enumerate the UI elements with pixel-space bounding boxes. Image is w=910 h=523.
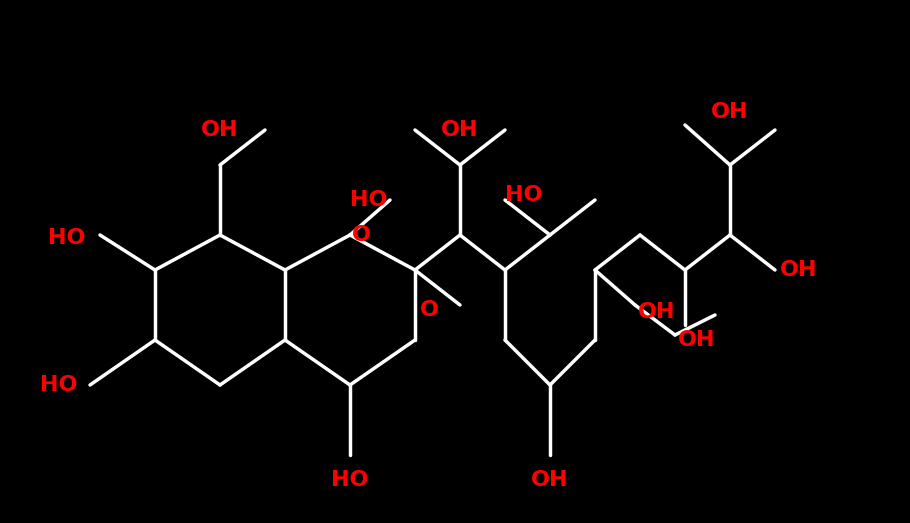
Text: O: O: [420, 300, 439, 320]
Text: OH: OH: [441, 120, 479, 140]
Text: O: O: [352, 225, 371, 245]
Text: HO: HO: [350, 190, 388, 210]
Text: HO: HO: [47, 228, 85, 248]
Text: HO: HO: [331, 470, 369, 490]
Text: OH: OH: [712, 102, 749, 122]
Text: OH: OH: [201, 120, 238, 140]
Text: OH: OH: [531, 470, 569, 490]
Text: HO: HO: [505, 185, 542, 205]
Text: OH: OH: [638, 302, 675, 322]
Text: OH: OH: [780, 260, 817, 280]
Text: OH: OH: [678, 330, 715, 350]
Text: HO: HO: [41, 375, 78, 395]
